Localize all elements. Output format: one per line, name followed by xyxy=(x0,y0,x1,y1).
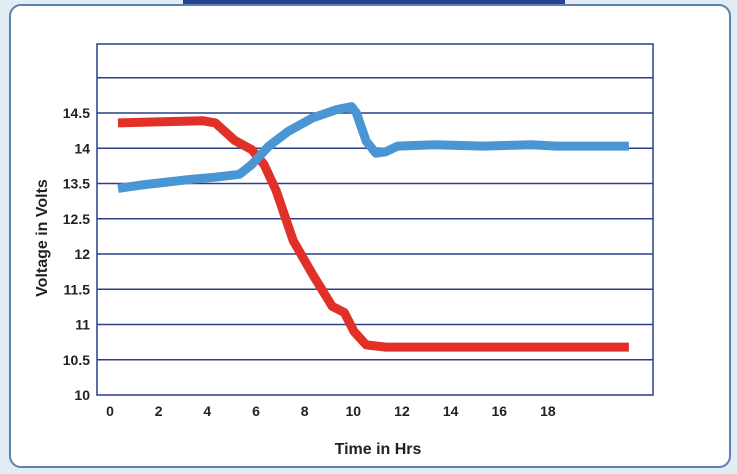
x-tick-label: 16 xyxy=(491,403,507,419)
y-axis-label: Voltage in Volts xyxy=(34,179,51,297)
y-tick-label: 11 xyxy=(75,317,90,333)
plot-frame xyxy=(96,43,654,396)
x-tick-label: 8 xyxy=(301,403,309,419)
x-tick-label: 12 xyxy=(394,403,410,419)
y-tick-label: 11.5 xyxy=(64,281,91,297)
x-tick-label: 10 xyxy=(346,403,362,419)
series-line-2 xyxy=(117,102,629,193)
series-line-1 xyxy=(117,116,629,352)
top-accent-bar xyxy=(183,0,565,5)
x-tick-label: 6 xyxy=(252,403,260,419)
y-tick-label: 14.5 xyxy=(63,105,90,121)
x-tick-label: 0 xyxy=(106,403,114,419)
series-lines xyxy=(117,102,629,352)
y-tick-label: 13.5 xyxy=(63,176,90,192)
y-tick-label: 12 xyxy=(74,246,90,262)
x-tick-label: 4 xyxy=(203,403,211,419)
x-tick-label: 18 xyxy=(540,403,556,419)
x-tick-label: 14 xyxy=(443,403,459,419)
y-tick-label: 10.5 xyxy=(63,352,90,368)
y-tick-label: 14 xyxy=(74,140,90,156)
y-tick-labels: 10 10.5 11 11.5 12 12.5 13.5 14 14.5 xyxy=(63,105,90,403)
y-tick-label: 12.5 xyxy=(63,211,90,227)
x-tick-label: 2 xyxy=(155,403,163,419)
y-tick-label: 10 xyxy=(74,387,90,403)
x-tick-labels: 0 2 4 6 8 10 12 14 16 18 xyxy=(106,403,556,419)
chart-panel xyxy=(9,4,731,468)
x-axis-label: Time in Hrs xyxy=(335,441,422,458)
